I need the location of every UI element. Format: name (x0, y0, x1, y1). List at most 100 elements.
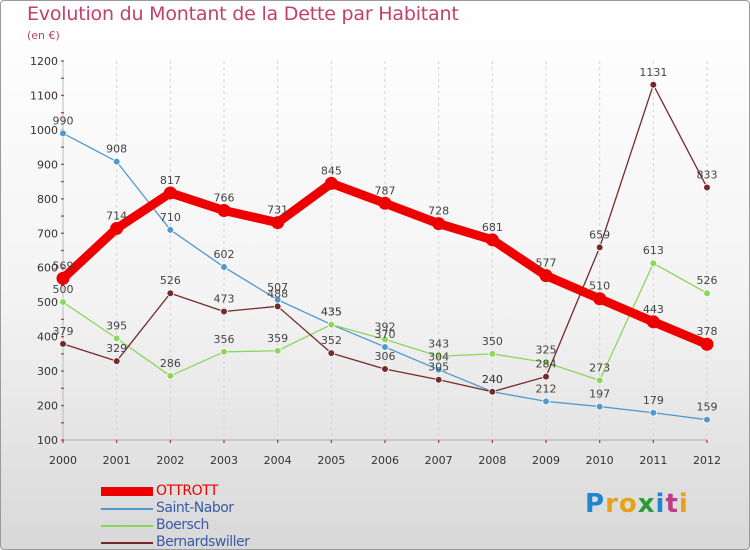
data-label-saint-nabor: 435 (321, 306, 342, 319)
data-label-bernardswiller: 305 (428, 361, 449, 374)
data-point-boersch (595, 376, 604, 385)
data-point-saint-nabor (649, 408, 658, 417)
legend-swatch (101, 525, 153, 527)
legend-label: Boersch (156, 517, 209, 533)
legend-label: OTTROTT (156, 483, 218, 499)
data-label-ottrott: 510 (589, 280, 610, 293)
chart-unit: (en €) (27, 29, 60, 42)
data-label-boersch: 392 (375, 320, 396, 333)
data-label-ottrott: 577 (536, 257, 557, 270)
data-point-ottrott (324, 176, 338, 190)
data-point-saint-nabor (595, 402, 604, 411)
data-point-ottrott (56, 271, 70, 285)
data-label-bernardswiller: 329 (106, 342, 127, 355)
y-tick-label: 1200 (30, 55, 58, 68)
data-point-saint-nabor (381, 343, 389, 351)
legend-item-bernardswiller: Bernardswiller (101, 534, 361, 550)
data-label-ottrott: 817 (160, 174, 181, 187)
data-point-saint-nabor (542, 397, 550, 406)
x-tick-label: 2010 (586, 454, 614, 467)
data-label-saint-nabor: 370 (375, 328, 396, 341)
brand-letter: P (585, 489, 606, 519)
brand-letter: r (605, 489, 619, 519)
data-label-boersch: 343 (428, 337, 449, 350)
data-label-boersch: 350 (482, 335, 503, 348)
data-label-ottrott: 714 (106, 209, 127, 222)
data-point-ottrott (217, 204, 231, 218)
legend-item-saint-nabor: Saint-Nabor (101, 500, 361, 517)
data-label-boersch: 500 (53, 283, 74, 296)
data-label-saint-nabor: 304 (428, 351, 449, 364)
y-tick-label: 1000 (30, 124, 58, 137)
x-tick-label: 2000 (49, 454, 77, 467)
data-point-boersch (488, 350, 497, 358)
data-label-ottrott: 787 (375, 184, 396, 197)
data-point-boersch (220, 347, 228, 356)
data-label-ottrott: 378 (697, 325, 718, 338)
data-label-saint-nabor: 990 (53, 114, 74, 127)
data-label-bernardswiller: 488 (267, 287, 288, 300)
data-label-boersch: 286 (160, 357, 181, 370)
x-tick-label: 2003 (210, 454, 238, 467)
data-point-bernardswiller (327, 349, 336, 357)
data-label-boersch: 356 (214, 333, 235, 346)
data-point-ottrott (432, 217, 446, 231)
x-tick-label: 2012 (693, 454, 721, 467)
data-point-bernardswiller (542, 372, 550, 381)
y-tick-label: 300 (37, 365, 58, 378)
data-point-bernardswiller (112, 357, 121, 365)
data-point-boersch (112, 334, 121, 343)
data-point-ottrott (163, 186, 177, 200)
y-tick-label: 900 (37, 158, 58, 171)
data-point-boersch (542, 358, 550, 367)
data-label-saint-nabor: 240 (482, 373, 503, 386)
data-point-boersch (703, 289, 711, 298)
data-label-ottrott: 845 (321, 164, 342, 177)
brand-letter: i (655, 489, 666, 519)
legend-swatch (101, 508, 153, 510)
data-point-ottrott (593, 292, 607, 306)
data-label-saint-nabor: 908 (106, 143, 127, 156)
data-label-saint-nabor: 710 (160, 211, 181, 224)
data-label-ottrott: 443 (643, 303, 664, 316)
data-point-boersch (166, 372, 175, 380)
data-point-bernardswiller (59, 340, 67, 348)
data-point-boersch (649, 259, 658, 268)
data-point-boersch (434, 352, 443, 361)
data-label-saint-nabor: 179 (643, 394, 664, 407)
x-tick-label: 2002 (156, 454, 184, 467)
data-label-saint-nabor: 212 (536, 382, 557, 395)
data-label-saint-nabor: 602 (214, 248, 235, 261)
data-point-bernardswiller (220, 307, 228, 316)
data-label-boersch: 273 (589, 361, 610, 374)
data-point-ottrott (110, 221, 124, 235)
data-label-ottrott: 728 (428, 205, 449, 218)
data-point-ottrott (378, 196, 392, 210)
y-tick-label: 700 (37, 227, 58, 240)
data-label-ottrott: 766 (214, 192, 235, 205)
data-label-saint-nabor: 159 (697, 401, 718, 414)
y-tick-label: 1100 (30, 89, 58, 102)
legend-label: Bernardswiller (156, 534, 250, 550)
brand-logo: Proxiti (585, 489, 689, 519)
data-label-bernardswiller: 659 (589, 228, 610, 241)
data-point-boersch (59, 298, 67, 306)
data-point-saint-nabor (59, 129, 67, 138)
data-label-bernardswiller: 833 (697, 168, 718, 181)
brand-letter: o (618, 489, 638, 519)
data-label-saint-nabor: 197 (589, 388, 610, 401)
data-point-ottrott (485, 233, 499, 247)
data-point-bernardswiller (649, 80, 658, 89)
data-label-bernardswiller: 306 (375, 350, 396, 363)
data-label-bernardswiller: 240 (482, 373, 503, 386)
data-label-bernardswiller: 352 (321, 334, 342, 347)
data-point-ottrott (646, 315, 660, 329)
data-label-boersch: 395 (106, 319, 127, 332)
y-tick-label: 100 (37, 434, 58, 447)
y-tick-label: 600 (37, 262, 58, 275)
y-tick-label: 200 (37, 400, 58, 413)
data-point-ottrott (539, 269, 553, 283)
x-tick-label: 2007 (425, 454, 453, 467)
